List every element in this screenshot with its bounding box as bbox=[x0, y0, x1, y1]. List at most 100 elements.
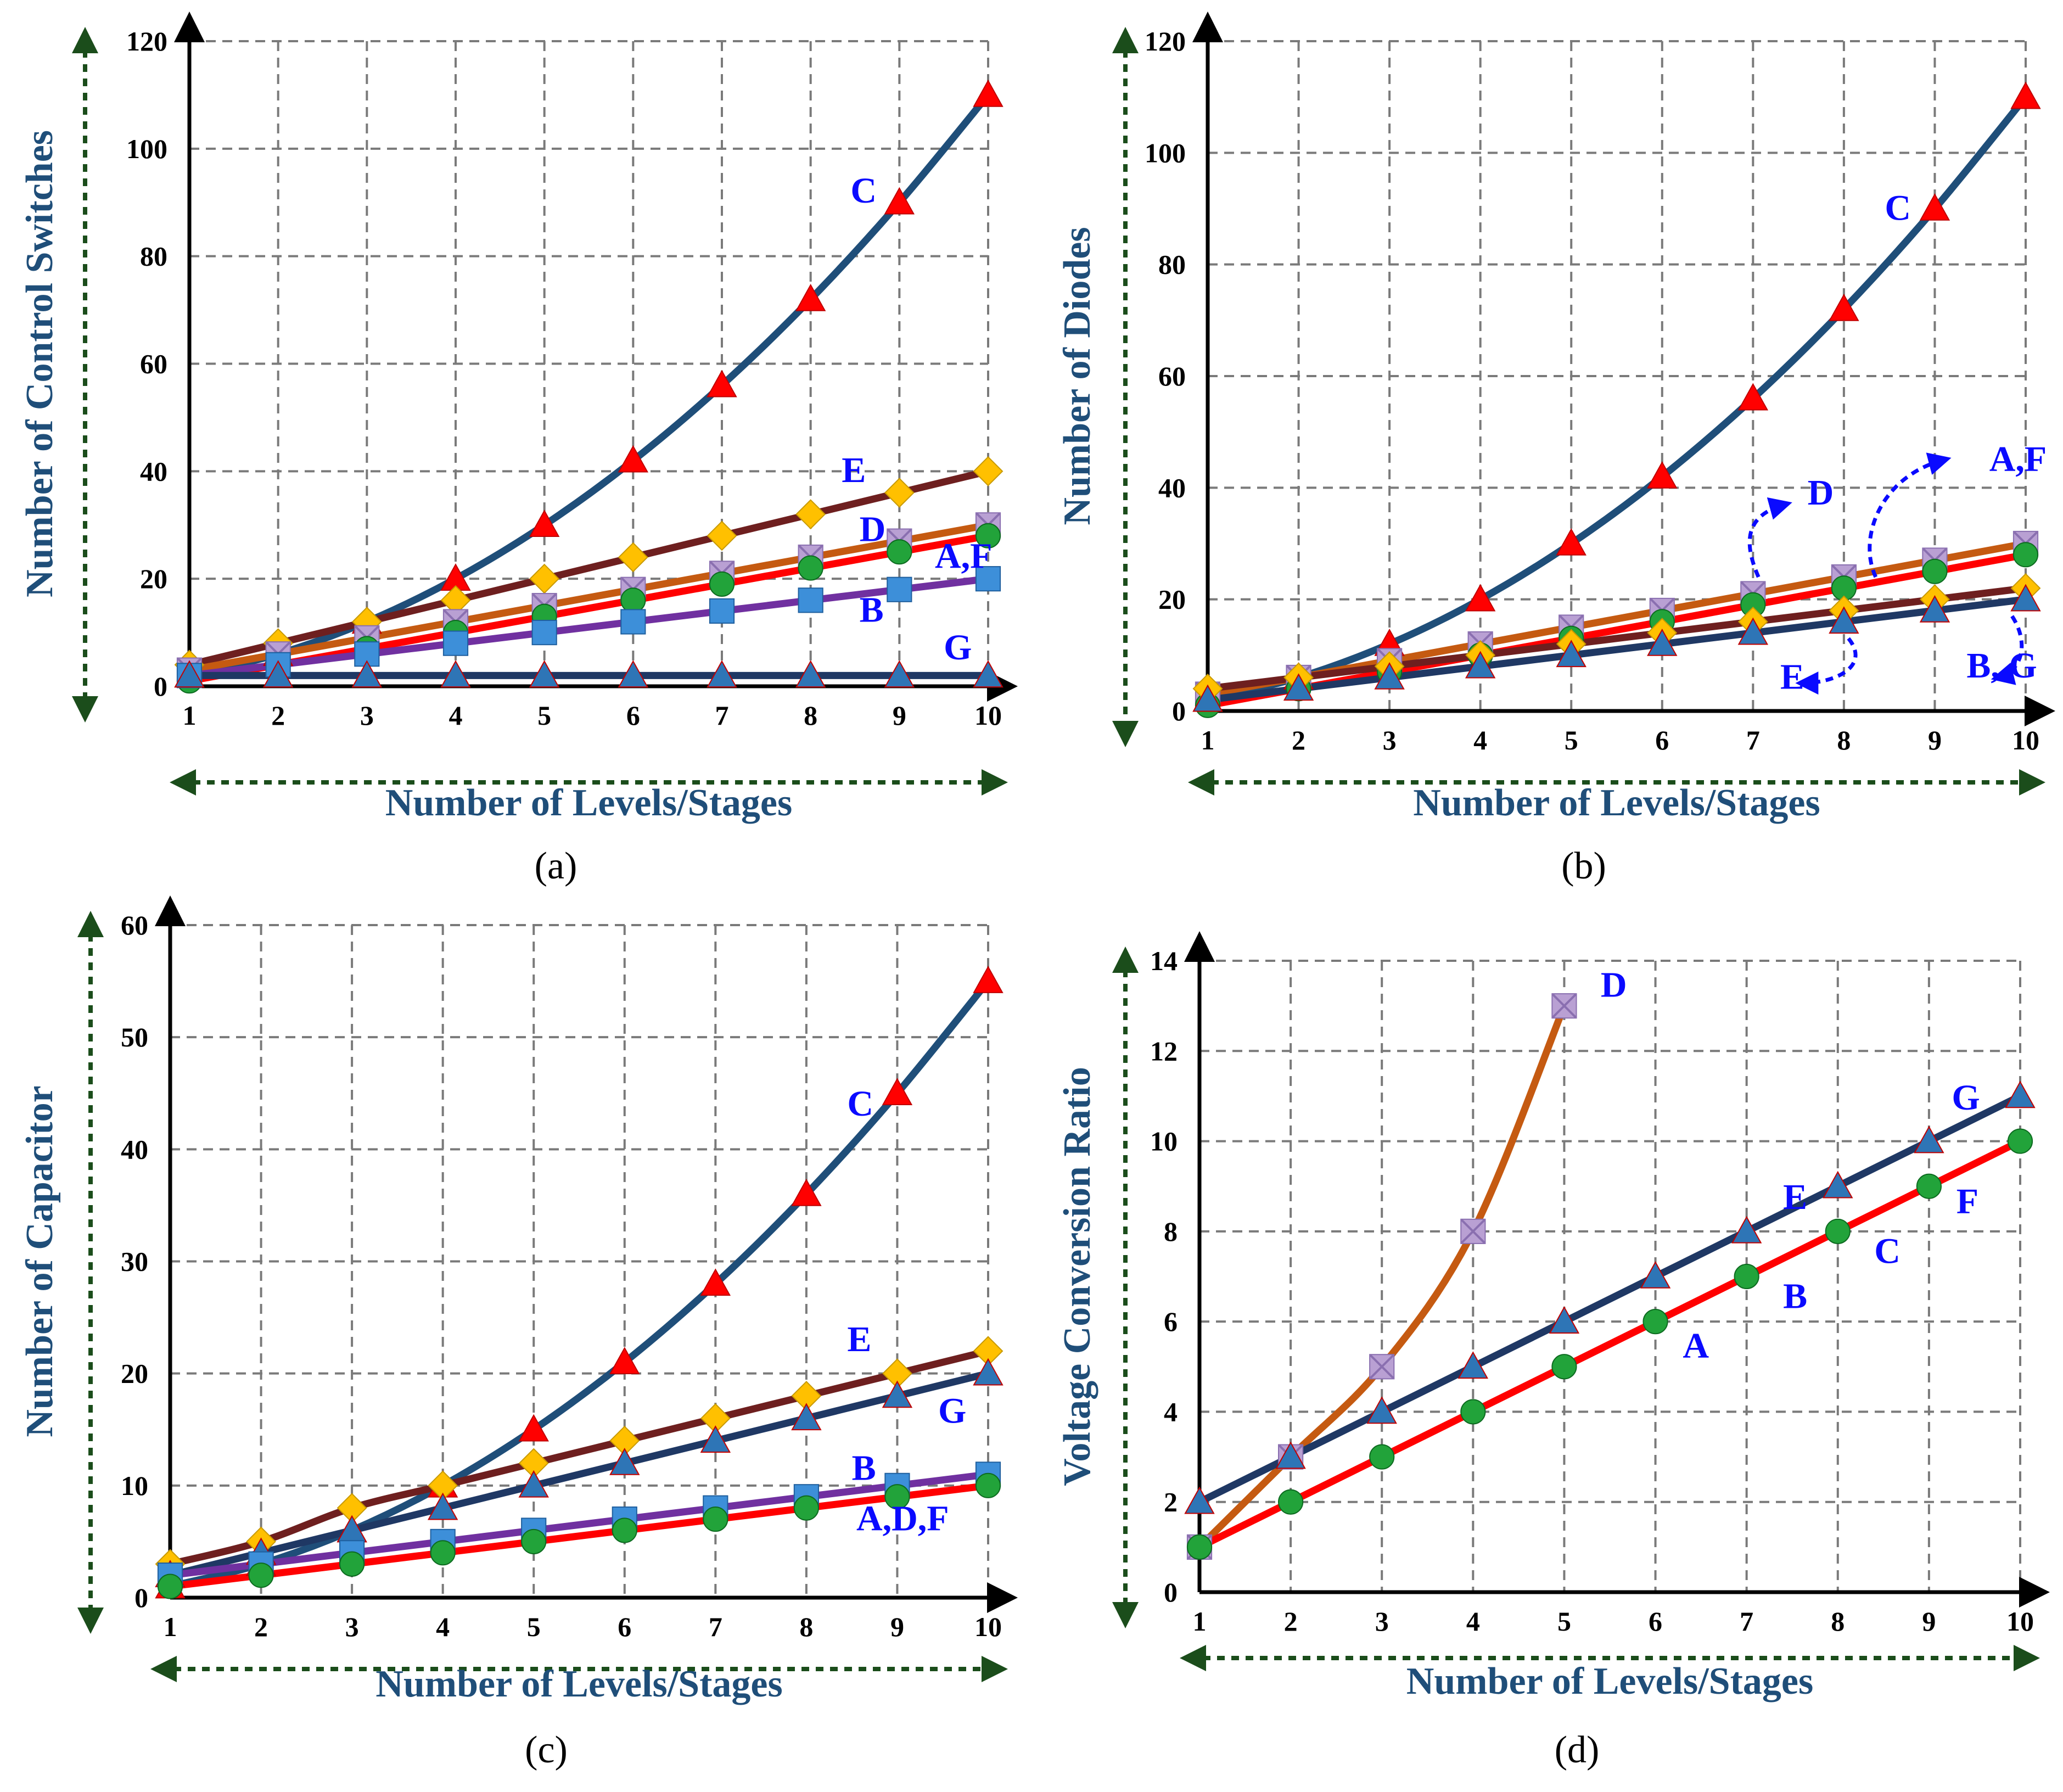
data-point-adf bbox=[975, 1472, 1001, 1498]
data-point-b bbox=[531, 619, 557, 646]
series-label: C bbox=[1885, 188, 1911, 228]
data-point-bg bbox=[1192, 684, 1223, 712]
panel-caption: (a) bbox=[535, 845, 578, 887]
data-point-c bbox=[1737, 383, 1769, 411]
data-point-abcf bbox=[1551, 1354, 1577, 1380]
y-tick-label: 0 bbox=[1172, 696, 1186, 726]
data-point-abcf bbox=[1642, 1309, 1668, 1335]
data-point-abcf bbox=[2007, 1128, 2033, 1154]
y-tick-label: 60 bbox=[1158, 361, 1186, 391]
series-label: G bbox=[944, 628, 972, 668]
x-tick-label: 10 bbox=[974, 700, 1002, 731]
x-tick-label: 8 bbox=[804, 700, 817, 731]
x-tick-label: 2 bbox=[1284, 1606, 1298, 1637]
series-label: G bbox=[1952, 1078, 1980, 1118]
panel-c: 1 2 3 4 5 6 7 8 9 10 0 10 20 30 40 50 60 C E G B A,D,F Number … bbox=[19, 895, 1018, 1771]
x-tick-label: 9 bbox=[890, 1611, 904, 1642]
data-point-bg bbox=[1283, 673, 1314, 701]
y-tick-label: 80 bbox=[1158, 249, 1186, 280]
y-tick-label: 10 bbox=[1150, 1126, 1178, 1157]
y-tick-label: 0 bbox=[134, 1582, 148, 1613]
data-point-c bbox=[1829, 293, 1859, 321]
data-point-af bbox=[620, 587, 646, 613]
series-line-e bbox=[166, 1347, 992, 1568]
data-point-e bbox=[707, 520, 737, 551]
data-point-d bbox=[1551, 993, 1577, 1019]
series-label: E bbox=[1783, 1177, 1807, 1217]
data-point-c bbox=[882, 1078, 913, 1106]
x-axis-title: Number of Levels/Stages bbox=[1413, 782, 1820, 824]
data-point-g bbox=[707, 660, 737, 688]
data-point-adf bbox=[248, 1563, 274, 1588]
y-tick-label: 0 bbox=[1164, 1577, 1178, 1608]
series-label: C bbox=[1874, 1231, 1901, 1271]
data-point-bg bbox=[1647, 628, 1678, 656]
x-tick-label: 6 bbox=[626, 700, 640, 731]
data-point-c bbox=[700, 1268, 731, 1296]
x-tick-label: 10 bbox=[2006, 1606, 2034, 1637]
y-tick-label: 50 bbox=[121, 1022, 148, 1052]
series-line-bg bbox=[1204, 596, 2030, 704]
data-point-adf bbox=[157, 1573, 183, 1599]
data-point-e bbox=[884, 478, 915, 508]
data-point-adf bbox=[521, 1528, 547, 1555]
x-axis-title: Number of Levels/Stages bbox=[375, 1663, 782, 1705]
x-tick-label: 5 bbox=[1557, 1606, 1571, 1637]
x-tick-label: 1 bbox=[183, 700, 197, 731]
y-tick-label: 4 bbox=[1164, 1396, 1178, 1427]
data-point-abcf bbox=[1916, 1173, 1942, 1199]
data-point-g bbox=[791, 1403, 822, 1431]
x-tick-label: 2 bbox=[1292, 725, 1305, 755]
data-point-eg bbox=[1731, 1216, 1762, 1244]
data-point-eg bbox=[1640, 1261, 1671, 1289]
x-tick-label: 1 bbox=[1193, 1606, 1207, 1637]
series-line-abcf bbox=[1196, 1138, 2024, 1551]
y-tick-label: 60 bbox=[121, 910, 148, 940]
data-point-g bbox=[262, 660, 294, 688]
series-line-c bbox=[186, 91, 992, 679]
x-tick-label: 9 bbox=[1922, 1606, 1936, 1637]
data-point-bg bbox=[1829, 606, 1859, 634]
series-line-adf bbox=[166, 1482, 992, 1591]
data-point-af bbox=[798, 555, 823, 581]
x-axis-title: Number of Levels/Stages bbox=[1406, 1660, 1813, 1703]
data-point-c bbox=[707, 369, 737, 397]
x-tick-label: 6 bbox=[1649, 1606, 1662, 1637]
data-point-adf bbox=[612, 1517, 637, 1543]
panel-a: 1 2 3 4 5 6 7 8 9 10020406080100120CEDA,FBGNumber… bbox=[19, 12, 1018, 887]
data-point-abcf bbox=[1186, 1534, 1213, 1560]
series-line-b bbox=[186, 575, 992, 679]
y-tick-label: 0 bbox=[154, 671, 167, 702]
data-point-g bbox=[609, 1447, 640, 1475]
y-tick-label: 20 bbox=[121, 1358, 148, 1389]
y-tick-label: 120 bbox=[126, 26, 167, 57]
data-point-eg bbox=[1823, 1171, 1853, 1199]
data-point-g bbox=[884, 660, 915, 688]
x-tick-label: 2 bbox=[254, 1611, 268, 1642]
x-tick-label: 8 bbox=[1831, 1606, 1845, 1637]
series-line-c bbox=[1204, 93, 2030, 704]
data-point-g bbox=[440, 660, 471, 688]
data-point-g bbox=[174, 660, 205, 688]
y-tick-label: 14 bbox=[1150, 945, 1178, 976]
y-tick-label: 8 bbox=[1164, 1216, 1178, 1247]
data-point-b bbox=[798, 587, 823, 613]
y-tick-label: 6 bbox=[1164, 1306, 1178, 1337]
data-point-g bbox=[700, 1425, 731, 1453]
data-point-adf bbox=[703, 1506, 728, 1532]
callout-arrow bbox=[1795, 637, 1858, 695]
data-point-c bbox=[791, 1178, 822, 1206]
data-point-c bbox=[1465, 584, 1496, 612]
data-point-c bbox=[2010, 81, 2041, 109]
data-point-abcf bbox=[1369, 1444, 1395, 1470]
series-label: B bbox=[1783, 1276, 1807, 1317]
series-label: B bbox=[860, 590, 884, 630]
x-tick-label: 9 bbox=[893, 700, 906, 731]
series-line-d bbox=[1196, 1002, 1568, 1551]
y-axis-title: Number of Diodes bbox=[1056, 227, 1098, 525]
data-point-e bbox=[618, 542, 648, 573]
y-tick-label: 80 bbox=[140, 241, 167, 272]
series-label: C bbox=[847, 1084, 873, 1124]
